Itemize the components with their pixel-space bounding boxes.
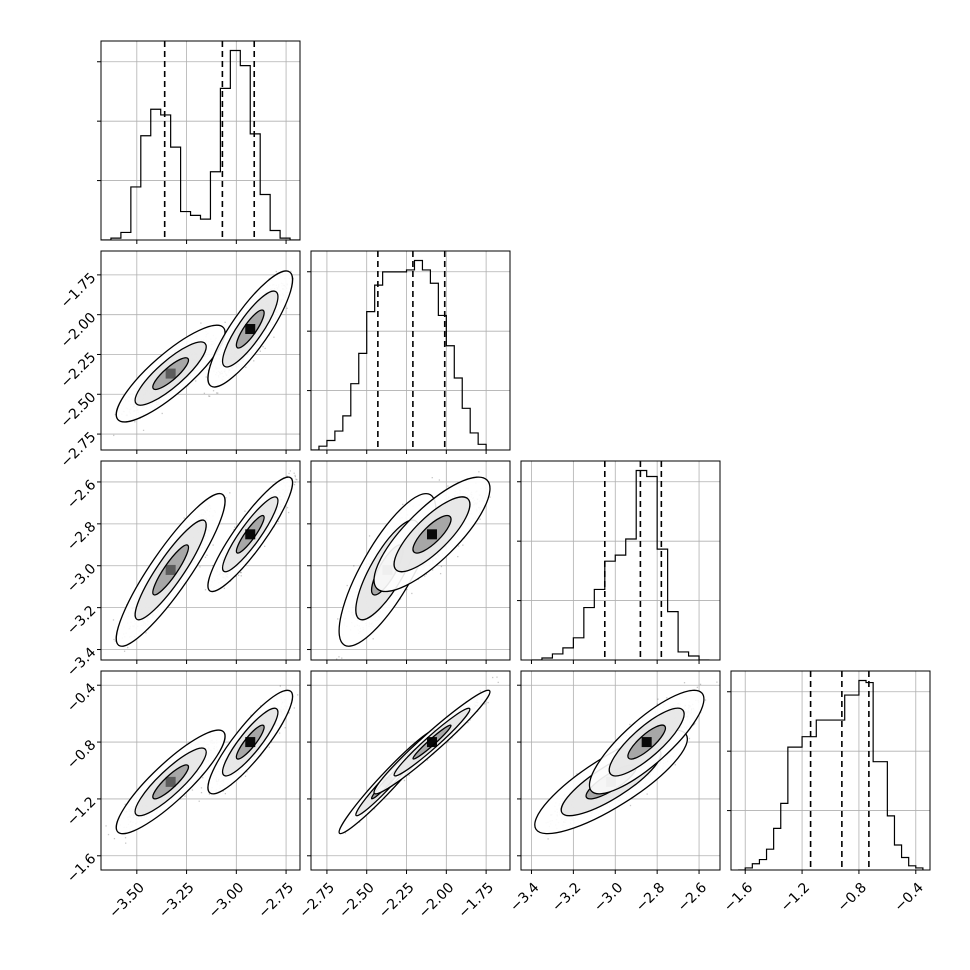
scatter-point <box>183 517 185 519</box>
scatter-point <box>208 395 210 397</box>
tick-label-y: −2.25 <box>58 350 100 392</box>
scatter-point <box>273 336 275 338</box>
panel-frame <box>100 40 301 241</box>
scatter-point <box>203 392 206 394</box>
scatter-point <box>106 668 107 669</box>
contour-line <box>221 290 279 368</box>
contour-line <box>152 357 190 391</box>
scatter-point <box>113 434 115 437</box>
tick-label-y: −2.00 <box>58 310 100 352</box>
scatter-point <box>127 646 129 649</box>
scatter-point <box>253 360 255 362</box>
density-peak <box>245 324 256 335</box>
histogram-line <box>101 49 300 240</box>
scatter-point <box>209 395 211 397</box>
contour-line <box>115 324 226 423</box>
scatter-point <box>275 270 277 273</box>
panel-frame <box>100 250 301 451</box>
scatter-point <box>217 392 219 394</box>
scatter-point <box>98 424 99 425</box>
scatter-point <box>123 650 126 652</box>
scatter-point <box>290 270 292 273</box>
scatter-point <box>215 392 218 394</box>
tick-label-y: −2.50 <box>58 389 100 431</box>
histogram-panel-1 <box>97 40 301 244</box>
density-fill <box>152 357 189 390</box>
scatter-point <box>204 556 207 558</box>
scatter-point <box>134 421 136 423</box>
density-peak <box>165 368 176 379</box>
scatter-point <box>208 364 211 366</box>
histogram-panel-2 <box>307 250 511 454</box>
scatter-point <box>200 322 202 324</box>
scatter-point <box>114 413 116 416</box>
scatter-point <box>113 638 115 641</box>
scatter-point <box>161 412 163 415</box>
panel-content <box>101 461 300 669</box>
panel-content <box>311 251 510 450</box>
scatter-point <box>262 346 264 348</box>
tick-label-y: −2.75 <box>58 429 100 471</box>
contour-line <box>134 341 207 406</box>
scatter-point <box>114 640 117 642</box>
scatter-point <box>259 350 261 352</box>
scatter-point <box>229 492 231 494</box>
scatter-point <box>224 321 226 323</box>
scatter-point <box>286 307 288 309</box>
scatter-point <box>206 554 208 556</box>
scatter-point <box>245 366 247 368</box>
scatter-point <box>212 390 215 392</box>
scatter-panel-2-1: −2.75−2.50−2.25−2.00−1.75 <box>58 248 302 471</box>
panel-content <box>98 248 302 450</box>
scatter-point <box>195 380 197 382</box>
tick-label-y: −1.75 <box>58 270 100 312</box>
scatter-point <box>187 385 189 387</box>
contour-line <box>235 309 265 349</box>
panel-content <box>101 41 300 240</box>
scatter-point <box>212 544 214 546</box>
scatter-point <box>145 632 147 634</box>
scatter-panel-3-1: −3.4−3.2−3.0−2.8−2.6 <box>64 460 301 680</box>
panel-frame <box>310 250 511 451</box>
scatter-point <box>199 566 201 568</box>
contour-line <box>207 270 294 388</box>
histogram-line <box>311 259 487 450</box>
scatter-point <box>205 376 207 378</box>
scatter-point <box>225 497 227 499</box>
scatter-point <box>264 347 266 350</box>
scatter-point <box>142 429 145 432</box>
scatter-point <box>301 248 302 249</box>
